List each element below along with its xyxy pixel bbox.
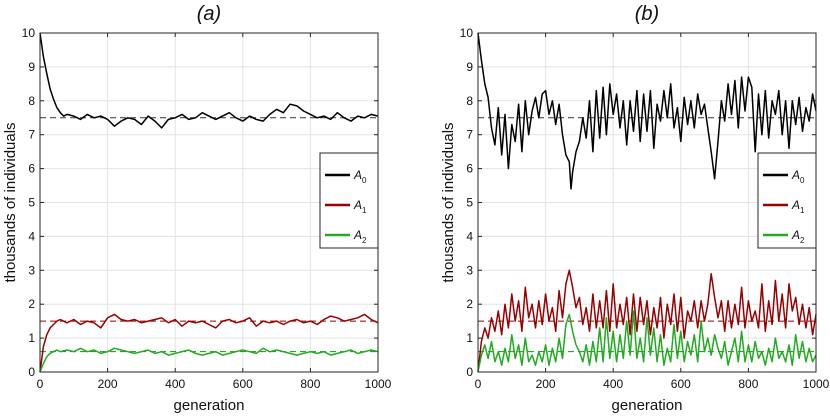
panel-b-ytick-label: 8 <box>466 94 473 108</box>
panel-a-title: (a) <box>197 3 221 25</box>
panel-b-legend-label-A0: A0 <box>791 168 805 185</box>
panel-b-ytick-label: 7 <box>466 128 473 142</box>
panel-a-ytick-label: 0 <box>28 365 35 379</box>
panel-a-series-A0-line <box>39 32 379 129</box>
panel-a-legend-label-A1: A1 <box>353 198 367 215</box>
panel-b-ytick-label: 0 <box>466 365 473 379</box>
panel-b-ytick-label: 2 <box>466 297 473 311</box>
panel-a-legend-label-A2: A2 <box>353 228 367 245</box>
panel-b-ytick-label: 6 <box>466 162 473 176</box>
panel-a-series-A2-line <box>39 347 379 373</box>
panel-b-ytick-label: 4 <box>466 229 473 243</box>
panel-a-xtick-label: 600 <box>233 377 253 391</box>
panel-a-xtick-label: 200 <box>98 377 118 391</box>
panel-a-xlabel: generation <box>174 397 245 414</box>
panel-a-series-A1-line <box>39 313 379 373</box>
panel-b-xlabel: generation <box>612 397 683 414</box>
panel-a-ylabel: thousands of individuals <box>2 122 19 282</box>
panel-b-xtick-label: 0 <box>475 377 482 391</box>
panel-a-xtick-label: 800 <box>300 377 320 391</box>
panel-b-xtick-label: 600 <box>671 377 691 391</box>
panel-b-xtick-label: 200 <box>536 377 556 391</box>
panel-a-legend-box <box>319 152 379 249</box>
panel-a-ytick-label: 5 <box>28 196 35 210</box>
panel-b-ytick-label: 1 <box>466 331 473 345</box>
panel-b-legend-label-A1: A1 <box>791 198 805 215</box>
panel-a-ytick-label: 10 <box>22 26 36 40</box>
panel-b-series-A2-line <box>477 310 817 373</box>
panel-b-series-A1-line <box>477 269 817 373</box>
panel-b-ytick-label: 3 <box>466 263 473 277</box>
panel-a-ytick-label: 2 <box>28 297 35 311</box>
panel-b-ytick-label: 5 <box>466 196 473 210</box>
panel-a-ytick-label: 4 <box>28 229 35 243</box>
panel-b-xtick-label: 400 <box>603 377 623 391</box>
panel-a: 0 1 2 3 4 5 6 7 8 9 10 0 200 400 600 800 1000 generation t… <box>2 3 392 414</box>
panel-b-xtick-label: 800 <box>738 377 758 391</box>
panel-a-ytick-label: 1 <box>28 331 35 345</box>
panel-a-legend: A0 A1 A2 <box>319 152 379 249</box>
panel-b-legend-box <box>757 152 817 249</box>
panel-a-xtick-label: 0 <box>37 377 44 391</box>
panel-a-xtick-label: 400 <box>165 377 185 391</box>
panel-a-ytick-label: 7 <box>28 128 35 142</box>
panel-a-ytick-label: 8 <box>28 94 35 108</box>
panel-b-xtick-label: 1000 <box>803 377 830 391</box>
panel-b: 0 1 2 3 4 5 6 7 8 9 10 0 200 400 600 800 1000 generation t… <box>440 3 830 414</box>
panel-b-series-A0-line <box>477 32 817 190</box>
panel-b-title: (b) <box>635 3 659 25</box>
panel-a-xtick-label: 1000 <box>365 377 392 391</box>
panel-a-ytick-label: 6 <box>28 162 35 176</box>
panel-b-ylabel: thousands of individuals <box>440 122 457 282</box>
panel-b-legend-label-A2: A2 <box>791 228 805 245</box>
panel-a-legend-label-A0: A0 <box>353 168 367 185</box>
panel-b-legend: A0 A1 A2 <box>757 152 817 249</box>
panel-a-ytick-label: 9 <box>28 60 35 74</box>
panel-a-ytick-label: 3 <box>28 263 35 277</box>
panel-b-ytick-label: 10 <box>460 26 474 40</box>
panel-b-ytick-label: 9 <box>466 60 473 74</box>
